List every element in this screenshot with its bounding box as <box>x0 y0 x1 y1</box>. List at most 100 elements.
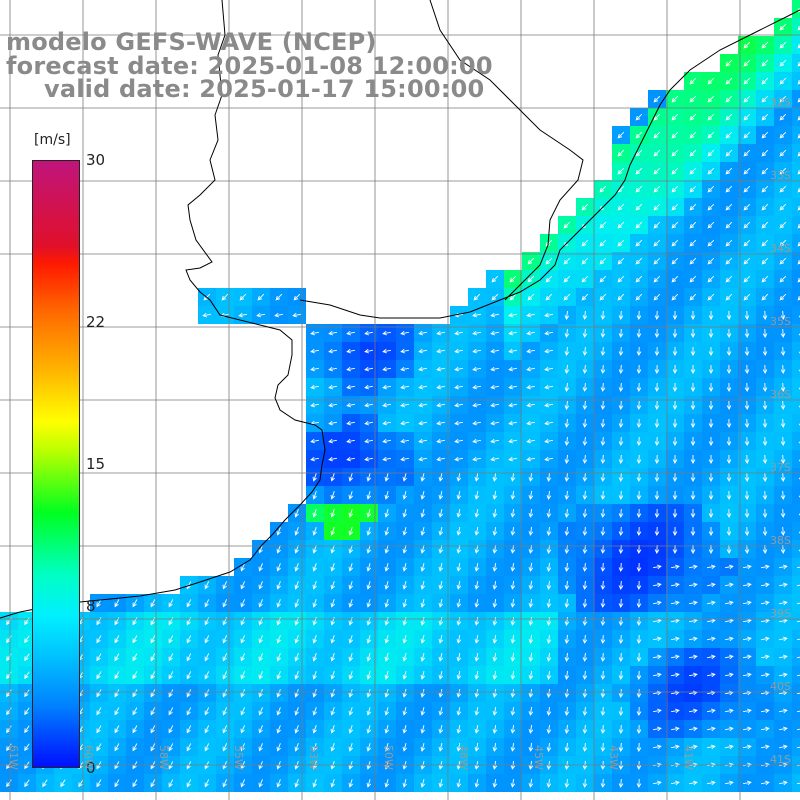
wind-arrow <box>653 600 662 606</box>
wind-arrow <box>600 490 606 500</box>
wind-arrow <box>508 330 517 336</box>
wind-arrow <box>689 564 698 570</box>
wind-arrow <box>454 384 463 390</box>
wind-arrow <box>761 600 770 606</box>
wind-arrow <box>492 491 498 500</box>
wind-arrow <box>366 473 372 482</box>
wind-arrow <box>636 742 642 752</box>
wind-arrow <box>725 95 733 103</box>
wind-arrow <box>492 671 498 680</box>
wind-arrow <box>779 149 787 157</box>
wind-arrow <box>78 779 84 788</box>
wind-arrow <box>653 167 661 175</box>
wind-arrow <box>653 113 661 121</box>
wind-arrow <box>618 688 624 698</box>
wind-arrow <box>510 545 516 554</box>
wind-arrow <box>330 581 336 590</box>
wind-arrow <box>328 366 337 372</box>
wind-arrow <box>779 221 787 229</box>
wind-arrow <box>384 742 390 752</box>
wind-arrow <box>671 95 679 103</box>
wind-arrow <box>310 456 319 462</box>
wind-arrow <box>600 706 606 716</box>
wind-arrow <box>564 400 570 410</box>
wind-arrow <box>364 366 373 372</box>
wind-arrow <box>402 652 408 662</box>
wind-arrow <box>508 438 517 444</box>
wind-arrow <box>330 779 336 788</box>
wind-cell <box>792 342 800 360</box>
wind-arrow <box>707 221 715 229</box>
wind-arrow <box>348 743 354 752</box>
wind-arrow <box>150 671 156 680</box>
wind-arrow <box>761 672 770 678</box>
wind-arrow <box>312 779 317 788</box>
wind-arrow <box>258 689 263 698</box>
wind-arrow <box>780 364 786 374</box>
wind-arrow <box>726 346 732 356</box>
wind-arrow <box>456 725 462 734</box>
wind-arrow <box>384 652 390 662</box>
wind-arrow <box>402 670 408 680</box>
wind-arrow <box>600 328 606 338</box>
wind-arrow <box>400 330 409 336</box>
wind-arrow <box>420 742 426 752</box>
wind-arrow <box>582 562 588 572</box>
wind-arrow <box>312 509 317 518</box>
wind-arrow <box>636 490 642 500</box>
wind-arrow <box>528 472 534 482</box>
wind-arrow <box>492 653 498 662</box>
wind-arrow <box>600 634 606 644</box>
wind-arrow <box>618 670 624 680</box>
wind-arrow <box>294 545 299 554</box>
wind-arrow <box>492 563 498 572</box>
wind-arrow <box>600 400 606 410</box>
wind-arrow <box>256 312 265 318</box>
lat-label-7: 39S <box>770 607 791 620</box>
wind-arrow <box>510 779 516 788</box>
wind-arrow <box>420 598 426 608</box>
wind-arrow <box>490 456 499 462</box>
wind-arrow <box>689 113 697 121</box>
wind-arrow <box>582 400 588 410</box>
wind-arrow <box>636 508 642 518</box>
wind-arrow <box>330 527 336 536</box>
wind-arrow <box>635 275 643 283</box>
wind-arrow <box>599 275 607 283</box>
wind-arrow <box>384 562 390 572</box>
wind-arrow <box>636 364 642 374</box>
wind-arrow <box>114 635 120 644</box>
wind-arrow <box>456 563 462 572</box>
wind-arrow <box>276 671 281 680</box>
wind-arrow <box>402 778 408 788</box>
wind-arrow <box>96 635 102 644</box>
wind-arrow <box>689 780 698 786</box>
wind-arrow <box>348 653 354 662</box>
wind-arrow <box>528 742 534 752</box>
wind-arrow <box>725 77 733 85</box>
wind-cell <box>792 486 800 504</box>
wind-arrow <box>42 779 48 788</box>
wind-arrow <box>600 742 606 752</box>
wind-arrow <box>330 635 336 644</box>
wind-arrow <box>312 707 317 716</box>
wind-arrow <box>725 672 734 678</box>
wind-arrow <box>744 346 750 356</box>
coastline <box>0 0 800 619</box>
wind-cell <box>792 450 800 468</box>
lat-label-2: 34S <box>770 242 791 255</box>
wind-arrow <box>420 508 426 518</box>
wind-arrow <box>671 780 680 786</box>
wind-arrow <box>582 580 588 590</box>
wind-arrow <box>366 635 372 644</box>
wind-arrow <box>581 239 589 247</box>
wind-arrow <box>617 221 625 229</box>
wind-arrow <box>581 257 589 265</box>
wind-arrow <box>346 348 355 354</box>
wind-arrow <box>653 726 662 732</box>
wind-arrow <box>636 472 642 482</box>
wind-arrow <box>528 490 534 500</box>
wind-arrow <box>617 167 625 175</box>
wind-arrow <box>276 527 281 536</box>
wind-arrow <box>132 707 138 716</box>
